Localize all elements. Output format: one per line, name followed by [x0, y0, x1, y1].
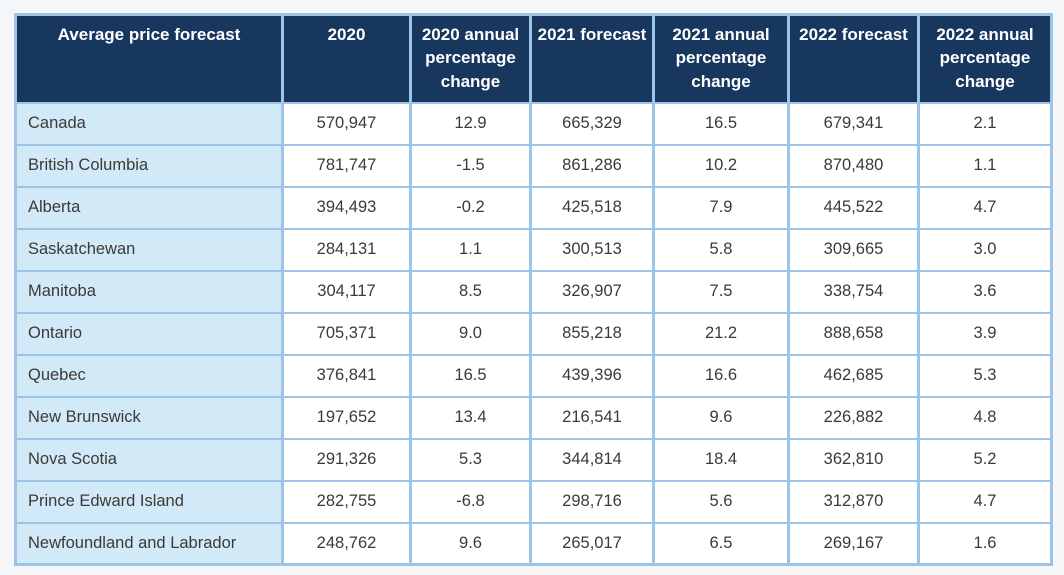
- value-cell: 855,218: [529, 311, 655, 356]
- table-row: Prince Edward Island 282,755 -6.8 298,716 5.…: [14, 479, 1053, 524]
- table-row: Saskatchewan 284,131 1.1 300,513 5.8 309,665 3…: [14, 227, 1053, 272]
- row-label: Nova Scotia: [14, 437, 284, 482]
- value-cell: 4.8: [917, 395, 1053, 440]
- value-cell: 5.6: [652, 479, 790, 524]
- value-cell: 282,755: [281, 479, 412, 524]
- value-cell: 888,658: [787, 311, 920, 356]
- row-label: Quebec: [14, 353, 284, 398]
- value-cell: 9.6: [652, 395, 790, 440]
- value-cell: 16.5: [409, 353, 532, 398]
- value-cell: 304,117: [281, 269, 412, 314]
- value-cell: 4.7: [917, 185, 1053, 230]
- average-price-forecast-table: Average price forecast 2020 2020 annual pe…: [14, 13, 1053, 566]
- row-label: Ontario: [14, 311, 284, 356]
- column-header: 2020 annual percentage change: [409, 13, 532, 104]
- value-cell: -6.8: [409, 479, 532, 524]
- value-cell: 4.7: [917, 479, 1053, 524]
- value-cell: 16.5: [652, 101, 790, 146]
- value-cell: 2.1: [917, 101, 1053, 146]
- value-cell: 338,754: [787, 269, 920, 314]
- table-row: Nova Scotia 291,326 5.3 344,814 18.4 362,810 5…: [14, 437, 1053, 482]
- row-label: Alberta: [14, 185, 284, 230]
- value-cell: 870,480: [787, 143, 920, 188]
- value-cell: 5.2: [917, 437, 1053, 482]
- value-cell: 18.4: [652, 437, 790, 482]
- value-cell: 362,810: [787, 437, 920, 482]
- column-header: 2020: [281, 13, 412, 104]
- value-cell: 5.3: [917, 353, 1053, 398]
- value-cell: 9.0: [409, 311, 532, 356]
- value-cell: 462,685: [787, 353, 920, 398]
- value-cell: -0.2: [409, 185, 532, 230]
- value-cell: 3.0: [917, 227, 1053, 272]
- column-header: 2022 forecast: [787, 13, 920, 104]
- value-cell: 665,329: [529, 101, 655, 146]
- table-body: Canada 570,947 12.9 665,329 16.5 679,341 2.1 Br…: [14, 101, 1053, 566]
- table-row: Manitoba 304,117 8.5 326,907 7.5 338,754 3.6: [14, 269, 1053, 314]
- row-label: New Brunswick: [14, 395, 284, 440]
- row-label: Canada: [14, 101, 284, 146]
- row-label: Manitoba: [14, 269, 284, 314]
- value-cell: 269,167: [787, 521, 920, 566]
- table-row: New Brunswick 197,652 13.4 216,541 9.6 226,88…: [14, 395, 1053, 440]
- value-cell: 425,518: [529, 185, 655, 230]
- column-header: 2021 forecast: [529, 13, 655, 104]
- value-cell: 1.1: [409, 227, 532, 272]
- value-cell: 8.5: [409, 269, 532, 314]
- value-cell: 5.8: [652, 227, 790, 272]
- table-row: British Columbia 781,747 -1.5 861,286 10.2 87…: [14, 143, 1053, 188]
- row-label: Saskatchewan: [14, 227, 284, 272]
- column-header-region: Average price forecast: [14, 13, 284, 104]
- value-cell: 21.2: [652, 311, 790, 356]
- value-cell: 12.9: [409, 101, 532, 146]
- value-cell: 216,541: [529, 395, 655, 440]
- column-header: 2021 annual percentage change: [652, 13, 790, 104]
- value-cell: 570,947: [281, 101, 412, 146]
- value-cell: 9.6: [409, 521, 532, 566]
- value-cell: 7.9: [652, 185, 790, 230]
- value-cell: 226,882: [787, 395, 920, 440]
- value-cell: 1.1: [917, 143, 1053, 188]
- value-cell: 326,907: [529, 269, 655, 314]
- value-cell: 1.6: [917, 521, 1053, 566]
- value-cell: 376,841: [281, 353, 412, 398]
- row-label: Prince Edward Island: [14, 479, 284, 524]
- value-cell: 312,870: [787, 479, 920, 524]
- value-cell: 13.4: [409, 395, 532, 440]
- value-cell: 309,665: [787, 227, 920, 272]
- table-row: Newfoundland and Labrador 248,762 9.6 265,0…: [14, 521, 1053, 566]
- value-cell: 6.5: [652, 521, 790, 566]
- value-cell: -1.5: [409, 143, 532, 188]
- value-cell: 7.5: [652, 269, 790, 314]
- header-row: Average price forecast 2020 2020 annual pe…: [14, 13, 1053, 104]
- table-row: Quebec 376,841 16.5 439,396 16.6 462,685 5.3: [14, 353, 1053, 398]
- value-cell: 298,716: [529, 479, 655, 524]
- value-cell: 284,131: [281, 227, 412, 272]
- value-cell: 10.2: [652, 143, 790, 188]
- value-cell: 291,326: [281, 437, 412, 482]
- value-cell: 861,286: [529, 143, 655, 188]
- value-cell: 344,814: [529, 437, 655, 482]
- column-header: 2022 annual percentage change: [917, 13, 1053, 104]
- value-cell: 705,371: [281, 311, 412, 356]
- table-row: Canada 570,947 12.9 665,329 16.5 679,341 2.1: [14, 101, 1053, 146]
- value-cell: 3.9: [917, 311, 1053, 356]
- value-cell: 3.6: [917, 269, 1053, 314]
- value-cell: 300,513: [529, 227, 655, 272]
- row-label: Newfoundland and Labrador: [14, 521, 284, 566]
- value-cell: 5.3: [409, 437, 532, 482]
- value-cell: 679,341: [787, 101, 920, 146]
- table-row: Alberta 394,493 -0.2 425,518 7.9 445,522 4.7: [14, 185, 1053, 230]
- value-cell: 781,747: [281, 143, 412, 188]
- value-cell: 439,396: [529, 353, 655, 398]
- value-cell: 16.6: [652, 353, 790, 398]
- row-label: British Columbia: [14, 143, 284, 188]
- table-row: Ontario 705,371 9.0 855,218 21.2 888,658 3.9: [14, 311, 1053, 356]
- value-cell: 445,522: [787, 185, 920, 230]
- value-cell: 265,017: [529, 521, 655, 566]
- value-cell: 248,762: [281, 521, 412, 566]
- value-cell: 197,652: [281, 395, 412, 440]
- value-cell: 394,493: [281, 185, 412, 230]
